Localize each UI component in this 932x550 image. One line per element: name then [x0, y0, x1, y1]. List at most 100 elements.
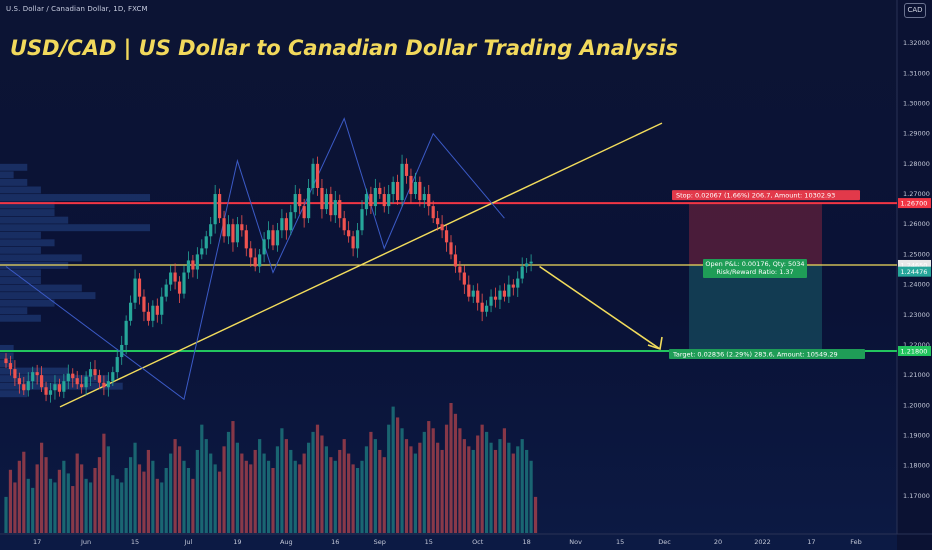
candle-body — [191, 260, 195, 270]
candle-body — [391, 181, 395, 195]
volume-profile-bar — [0, 224, 150, 232]
volume-bar — [382, 457, 386, 533]
candle-body — [373, 187, 377, 207]
page-title: USD/CAD | US Dollar to Canadian Dollar T… — [10, 36, 679, 60]
volume-bar — [137, 464, 142, 533]
volume-bar — [169, 453, 173, 533]
volume-bar — [93, 468, 97, 533]
candle-body — [280, 218, 284, 231]
volume-bar — [391, 406, 395, 533]
candle-body — [404, 163, 409, 176]
volume-profile-bar — [0, 194, 150, 201]
candle-body — [409, 175, 413, 195]
volume-bar — [436, 442, 440, 533]
volume-bar — [485, 431, 489, 533]
volume-bar — [449, 403, 453, 533]
volume-bar — [244, 460, 248, 533]
candle-body — [173, 272, 177, 282]
candle-body — [258, 254, 262, 267]
candle-body — [502, 290, 506, 297]
candle-body — [511, 284, 515, 288]
candle-body — [266, 230, 271, 240]
candle-body — [360, 209, 364, 231]
volume-profile-bar — [0, 239, 55, 247]
currency-button[interactable]: CAD — [904, 3, 926, 18]
volume-profile-bar — [0, 186, 41, 194]
candle-body — [302, 206, 306, 219]
candle-body — [422, 194, 426, 201]
candle-body — [440, 224, 444, 231]
volume-bar — [40, 442, 44, 533]
candle-body — [186, 260, 191, 273]
volume-profile-bar — [0, 390, 28, 398]
date-tick-label: 15 — [425, 538, 433, 546]
volume-profile-bar — [0, 299, 55, 307]
candle-body — [35, 372, 39, 376]
date-tick-label: 2022 — [754, 538, 771, 546]
volume-bar — [409, 446, 413, 533]
volume-bar — [133, 442, 137, 533]
date-tick-label: 15 — [616, 538, 624, 546]
volume-bar — [97, 457, 102, 533]
candle-body — [151, 305, 155, 321]
candle-body — [427, 194, 431, 207]
volume-bar — [151, 460, 155, 533]
volume-bar — [53, 482, 57, 533]
target-zone — [689, 264, 822, 352]
level-price-label: 1.24650 — [901, 261, 928, 269]
volume-bar — [298, 464, 302, 533]
candle-body — [351, 236, 355, 249]
volume-bar — [57, 469, 61, 533]
candle-body — [253, 257, 257, 267]
volume-bar — [240, 453, 244, 533]
candle-body — [249, 248, 253, 258]
candle-body — [507, 284, 511, 297]
level-tag-target — [898, 346, 931, 357]
price-tick-label: 1.20000 — [903, 401, 930, 409]
volume-bar — [489, 442, 493, 533]
volume-bar — [396, 417, 400, 533]
volume-bar — [218, 471, 222, 533]
projection-arrow — [539, 265, 661, 350]
candle-body — [436, 218, 440, 225]
volume-bar — [458, 428, 462, 533]
candle-body — [137, 278, 142, 297]
volume-profile-bar — [0, 201, 55, 209]
volume-bar — [373, 439, 377, 533]
volume-bar — [66, 473, 70, 533]
target-label-text: Target: 0.02836 (2.29%) 283.6, Amount: 1… — [672, 351, 838, 359]
volume-bar — [209, 453, 213, 533]
candle-body — [311, 163, 315, 188]
volume-bar — [440, 449, 444, 533]
volume-bar — [182, 460, 186, 533]
volume-bar — [355, 468, 360, 533]
candle-body — [338, 200, 342, 219]
volume-bar — [444, 424, 449, 533]
candle-body — [26, 381, 30, 391]
candle-body — [418, 181, 422, 201]
volume-bar — [315, 424, 320, 533]
volume-bar — [520, 439, 524, 533]
volume-bar — [360, 460, 364, 533]
volume-bar — [342, 439, 346, 533]
volume-bar — [400, 428, 404, 533]
candle-body — [324, 194, 328, 210]
volume-bar — [155, 478, 159, 533]
volume-bar — [533, 496, 538, 533]
volume-profile-bar — [0, 209, 55, 217]
price-tick-label: 1.19000 — [903, 432, 930, 440]
volume-bar — [351, 464, 355, 533]
volume-bar — [17, 460, 21, 533]
date-tick-label: Oct — [472, 538, 484, 546]
candle-body — [489, 296, 493, 306]
candle-body — [458, 266, 462, 273]
candle-body — [400, 163, 404, 201]
candle-body — [271, 230, 275, 246]
stop-label-text: Stop: 0.02067 (1.66%) 206.7, Amount: 103… — [676, 192, 835, 200]
current-price-label: 1.24476 — [901, 268, 928, 276]
volume-bar — [378, 449, 382, 533]
candle-body — [493, 296, 498, 300]
candle-body — [529, 261, 533, 264]
